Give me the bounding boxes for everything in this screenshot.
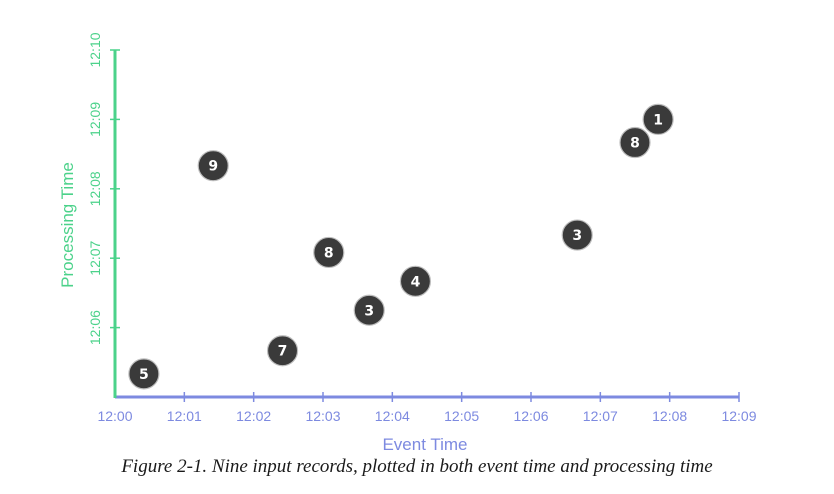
data-point-marker — [561, 219, 593, 251]
x-tick-label: 12:01 — [167, 408, 202, 424]
data-point-marker — [619, 126, 651, 159]
data-point-marker — [128, 358, 160, 390]
y-tick-label: 12:08 — [87, 171, 103, 206]
x-tick-label: 12:03 — [305, 408, 340, 424]
data-point-marker — [313, 236, 345, 269]
data-point-label: 8 — [324, 245, 334, 261]
data-point-marker — [197, 150, 229, 182]
data-point-label: 5 — [139, 367, 149, 383]
y-ticks: 12:06 12:07 12:08 12:09 12:10 — [87, 32, 120, 345]
figure-caption: Figure 2-1. Nine input records, plotted … — [121, 456, 713, 477]
y-tick-label: 12:06 — [87, 310, 103, 345]
x-tick-label: 12:02 — [236, 408, 271, 424]
data-point: 4 — [399, 265, 432, 297]
x-tick-label: 12:06 — [513, 408, 548, 424]
data-point-label: 1 — [653, 112, 663, 128]
data-point-label: 8 — [630, 136, 640, 152]
x-tick-label: 12:05 — [444, 408, 479, 424]
data-point-marker — [353, 294, 385, 326]
data-point-label: 3 — [364, 303, 374, 319]
data-point-label: 4 — [411, 274, 421, 290]
data-point-marker — [399, 265, 432, 297]
y-tick-label: 12:07 — [87, 240, 103, 275]
data-point-label: 9 — [208, 159, 218, 175]
data-point: 9 — [197, 150, 229, 182]
data-point: 5 — [128, 358, 160, 390]
y-axis-label: Processing Time — [58, 162, 77, 288]
x-tick-label: 12:04 — [375, 408, 410, 424]
data-point: 7 — [266, 335, 299, 367]
x-tick-label: 12:08 — [652, 408, 687, 424]
x-tick-label: 12:09 — [721, 408, 756, 424]
x-tick-label: 12:07 — [583, 408, 618, 424]
data-point: 3 — [561, 219, 593, 251]
x-axis-label: Event Time — [382, 435, 467, 450]
data-point: 3 — [353, 294, 385, 326]
data-point-marker — [266, 335, 299, 367]
data-point-label: 3 — [572, 228, 582, 244]
data-point-label: 7 — [278, 344, 288, 360]
data-point: 8 — [313, 236, 345, 269]
data-point-marker — [642, 103, 674, 136]
x-ticks: 12:00 12:01 12:02 12:03 12:04 12:05 12:06 12:07… — [97, 392, 757, 424]
scatter-chart: 12:00 12:01 12:02 12:03 12:04 12:05 12:06 12:07… — [58, 32, 757, 450]
y-tick-label: 12:09 — [87, 102, 103, 137]
axes — [113, 50, 739, 399]
data-point: 8 — [619, 126, 651, 159]
data-point: 1 — [642, 103, 674, 136]
x-tick-label: 12:00 — [97, 408, 132, 424]
y-tick-label: 12:10 — [87, 32, 103, 67]
